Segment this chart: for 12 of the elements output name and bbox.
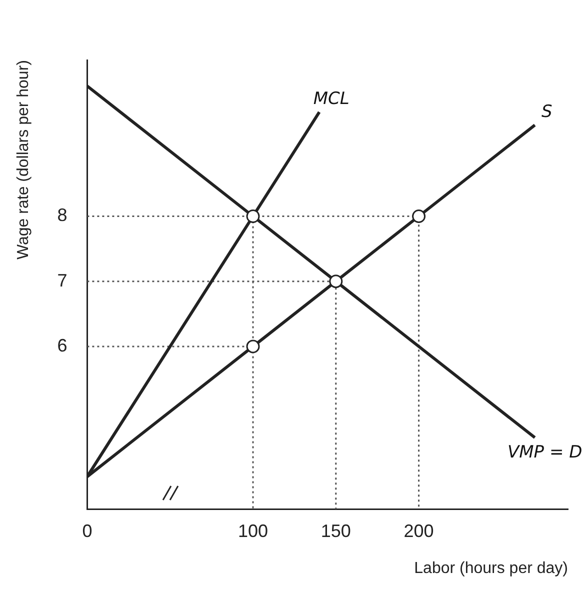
y-tick-label: 6 [57, 335, 68, 356]
series-label: MCL [313, 89, 350, 110]
x-axis-title: Labor (hours per day) [414, 560, 568, 577]
x-tick-label: 150 [320, 520, 351, 541]
y-tick-label: 7 [57, 270, 68, 290]
x-tick-label: 100 [238, 520, 268, 541]
x-tick-label: 200 [404, 520, 434, 541]
x-tick-label: 0 [82, 520, 92, 541]
y-axis-title: Wage rate (dollars per hour) [15, 60, 32, 260]
y-tick-label: 8 [57, 205, 68, 226]
series-label: S [541, 102, 552, 122]
series-label: VMP = D [507, 442, 582, 463]
